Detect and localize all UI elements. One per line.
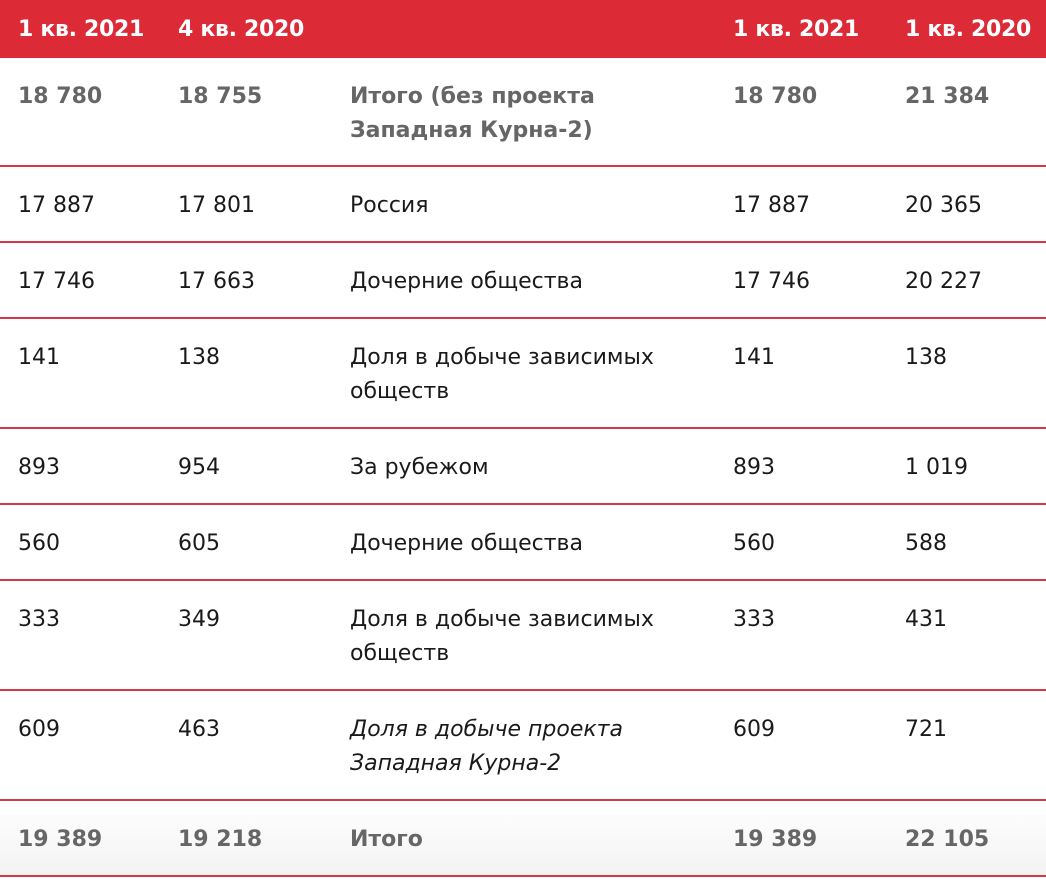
- cell-label: Доля в добыче зависимых обществ: [332, 580, 715, 691]
- cell-q1-2021-b: 560: [715, 504, 887, 581]
- table-row-total: 19 389 19 218 Итого 19 389 22 105: [0, 800, 1046, 877]
- table-row: 18 780 18 755 Итого (без проекта Западна…: [0, 58, 1046, 167]
- cell-label: Итого (без проекта Западная Курна-2): [332, 58, 715, 167]
- cell-q4-2020: 349: [160, 580, 332, 691]
- cell-q4-2020: 463: [160, 690, 332, 801]
- cell-q1-2021: 19 389: [0, 800, 160, 877]
- cell-q1-2020: 431: [887, 580, 1046, 691]
- table-row: 333 349 Доля в добыче зависимых обществ …: [0, 580, 1046, 691]
- cell-label: Дочерние общества: [332, 504, 715, 581]
- cell-q1-2021: 893: [0, 428, 160, 505]
- table-row: 609 463 Доля в добыче проекта Западная К…: [0, 690, 1046, 801]
- cell-q1-2021: 609: [0, 690, 160, 801]
- cell-q4-2020: 138: [160, 318, 332, 429]
- cell-q1-2020: 21 384: [887, 58, 1046, 167]
- cell-q1-2021: 17 746: [0, 242, 160, 319]
- cell-q1-2021-b: 17 887: [715, 166, 887, 243]
- cell-label: Россия: [332, 166, 715, 243]
- cell-q4-2020: 17 801: [160, 166, 332, 243]
- table-row: 141 138 Доля в добыче зависимых обществ …: [0, 318, 1046, 429]
- table-header-row: 1 кв. 2021 4 кв. 2020 1 кв. 2021 1 кв. 2…: [0, 0, 1046, 58]
- cell-q1-2021-b: 17 746: [715, 242, 887, 319]
- cell-label: Итого: [332, 800, 715, 877]
- cell-q1-2020: 138: [887, 318, 1046, 429]
- cell-label: Дочерние общества: [332, 242, 715, 319]
- cell-q4-2020: 954: [160, 428, 332, 505]
- cell-q4-2020: 19 218: [160, 800, 332, 877]
- header-label: [332, 0, 715, 58]
- table-row: 893 954 За рубежом 893 1 019: [0, 428, 1046, 505]
- cell-q4-2020: 17 663: [160, 242, 332, 319]
- cell-q1-2020: 1 019: [887, 428, 1046, 505]
- cell-q1-2021: 560: [0, 504, 160, 581]
- cell-q1-2021-b: 19 389: [715, 800, 887, 877]
- cell-q1-2021-b: 893: [715, 428, 887, 505]
- cell-q1-2020: 721: [887, 690, 1046, 801]
- cell-q1-2021-b: 609: [715, 690, 887, 801]
- header-q1-2021-left: 1 кв. 2021: [18, 16, 145, 42]
- cell-q1-2021-b: 141: [715, 318, 887, 429]
- cell-q1-2021-b: 333: [715, 580, 887, 691]
- cell-label: За рубежом: [332, 428, 715, 505]
- cell-label: Доля в добыче проекта Западная Курна-2: [332, 690, 715, 801]
- header-q4-2020: 4 кв. 2020: [178, 16, 305, 42]
- table-row: 560 605 Дочерние общества 560 588: [0, 504, 1046, 581]
- cell-q1-2020: 588: [887, 504, 1046, 581]
- cell-q1-2020: 20 227: [887, 242, 1046, 319]
- cell-q1-2020: 22 105: [887, 800, 1046, 877]
- cell-q1-2020: 20 365: [887, 166, 1046, 243]
- table-row: 17 887 17 801 Россия 17 887 20 365: [0, 166, 1046, 243]
- cell-label: Доля в добыче зависимых обществ: [332, 318, 715, 429]
- cell-q4-2020: 605: [160, 504, 332, 581]
- header-q1-2021-right: 1 кв. 2021: [733, 16, 860, 42]
- table-row: 17 746 17 663 Дочерние общества 17 746 2…: [0, 242, 1046, 319]
- cell-q4-2020: 18 755: [160, 58, 332, 167]
- header-q1-2020: 1 кв. 2020: [905, 16, 1032, 42]
- cell-q1-2021: 141: [0, 318, 160, 429]
- cell-q1-2021: 18 780: [0, 58, 160, 167]
- cell-q1-2021: 333: [0, 580, 160, 691]
- cell-q1-2021-b: 18 780: [715, 58, 887, 167]
- cell-q1-2021: 17 887: [0, 166, 160, 243]
